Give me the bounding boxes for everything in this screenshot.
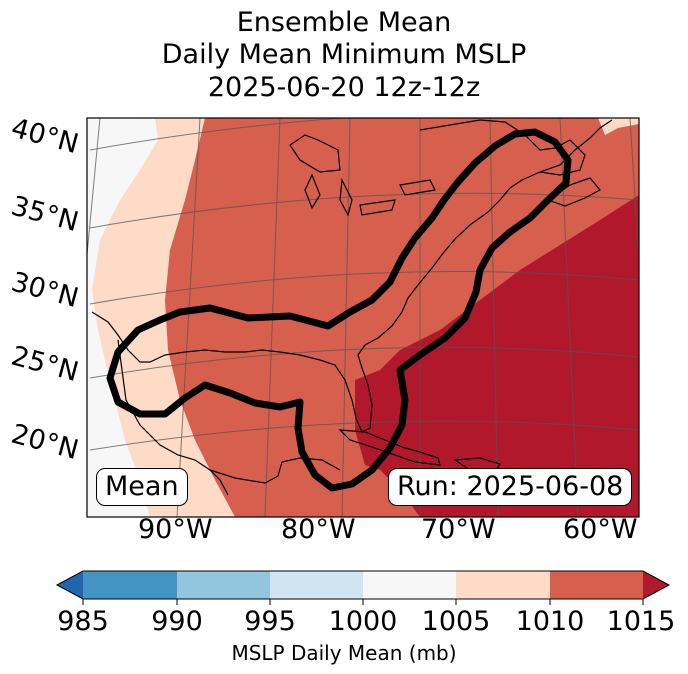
colorbar-extend-low bbox=[57, 571, 83, 599]
colorbar-tick-1015: 1015 bbox=[606, 606, 676, 637]
run-label-box: Run: 2025-06-08 bbox=[388, 468, 633, 506]
colorbar-tick-990: 990 bbox=[151, 606, 203, 637]
lon-label-60W: 60°W bbox=[563, 514, 638, 545]
meridian-70W bbox=[489, 118, 499, 517]
meridian-60W bbox=[629, 118, 639, 270]
parallel-30N bbox=[89, 271, 639, 305]
colorbar-bin-995-1000 bbox=[270, 571, 363, 599]
colorbar-tick-marks bbox=[82, 599, 644, 605]
mean-label-box: Mean bbox=[96, 468, 188, 506]
cuba bbox=[338, 429, 441, 466]
nova-scotia bbox=[546, 177, 601, 207]
colorbar-tick-1010: 1010 bbox=[515, 606, 585, 637]
colorbar-label: MSLP Daily Mean (mb) bbox=[231, 641, 457, 665]
colorbar-bin-990-995 bbox=[177, 571, 270, 599]
yucatan-coast bbox=[209, 457, 341, 484]
colorbar bbox=[55, 570, 671, 605]
title-line-3: 2025-06-20 12z-12z bbox=[207, 72, 481, 103]
map-frame bbox=[86, 117, 640, 518]
colorbar-tick-1005: 1005 bbox=[421, 606, 491, 637]
parallel-25N bbox=[89, 346, 639, 379]
mexico-coast bbox=[117, 339, 229, 496]
us-gulf-atlantic-coast bbox=[91, 119, 613, 433]
colorbar-bin-1000-1005 bbox=[363, 571, 456, 599]
meridian-95W bbox=[87, 118, 101, 260]
meridian-90W bbox=[176, 118, 201, 517]
map-panel bbox=[87, 118, 639, 517]
parallel-40N bbox=[89, 118, 350, 151]
lon-label-80W: 80°W bbox=[281, 514, 356, 545]
colorbar-bin-985-990 bbox=[83, 571, 177, 599]
colorbar-tick-995: 995 bbox=[244, 606, 296, 637]
title-line-1: Ensemble Mean bbox=[236, 7, 452, 38]
field-1015 bbox=[355, 195, 639, 517]
title-line-2: Daily Mean Minimum MSLP bbox=[161, 39, 527, 70]
colorbar-bin-1005-1010 bbox=[456, 571, 550, 599]
colorbar-extend-high bbox=[643, 571, 669, 599]
colorbar-tick-1000: 1000 bbox=[328, 606, 398, 637]
colorbar-tick-985: 985 bbox=[57, 606, 109, 637]
lon-label-70W: 70°W bbox=[421, 514, 496, 545]
great-lakes bbox=[289, 134, 436, 217]
coastlines bbox=[91, 119, 613, 496]
ensemble-contour bbox=[106, 128, 572, 492]
parallel-35N bbox=[89, 192, 639, 229]
colorbar-bin-1010-1015 bbox=[550, 571, 643, 599]
parallel-20N bbox=[89, 420, 639, 451]
lon-label-90W: 90°W bbox=[138, 514, 213, 545]
canada-coast bbox=[419, 119, 586, 176]
